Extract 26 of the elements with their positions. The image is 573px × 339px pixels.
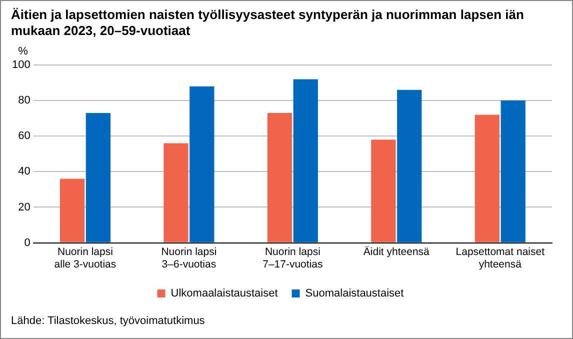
legend-label: Ulkomaalaistaustaiset	[170, 288, 278, 300]
x-tick-label: Äidit yhteensä	[363, 246, 430, 258]
y-tick-label: 80	[18, 94, 30, 107]
bar	[500, 100, 526, 242]
y-tick-label: 20	[18, 201, 30, 214]
bar	[86, 113, 110, 242]
x-tick-label: Lapsettomat naiset yhteensä	[456, 246, 545, 271]
bar	[371, 140, 396, 242]
y-tick-label: 40	[18, 166, 30, 178]
y-tick-label: 60	[18, 130, 30, 142]
chart-title: Äitien ja lapsettomien naisten työllisyysasteet syntyperän ja nuorimman lapsen iän mukaan 2023, 20–59-vuotiaat	[11, 7, 525, 39]
y-axis-title: %	[18, 46, 28, 58]
text: Lähde: Tilastokeskus, työvoimatutkimus	[11, 315, 205, 327]
x-tick-label: Nuorin lapsi alle 3-vuotias	[54, 246, 116, 271]
bar	[474, 114, 500, 242]
x-tick-label: Nuorin lapsi 3–6-vuotias	[161, 246, 217, 271]
bar	[267, 113, 292, 242]
bar	[397, 90, 422, 242]
y-tick-label: 0	[24, 236, 30, 249]
legend-label: Suomalaistaustaiset	[305, 288, 404, 300]
bar	[164, 143, 188, 242]
bar	[190, 86, 214, 242]
x-tick-label: Nuorin lapsi 7–17-vuotias	[262, 246, 323, 271]
bar	[60, 178, 85, 242]
bar	[293, 79, 318, 242]
y-tick-label: 100	[12, 59, 30, 72]
